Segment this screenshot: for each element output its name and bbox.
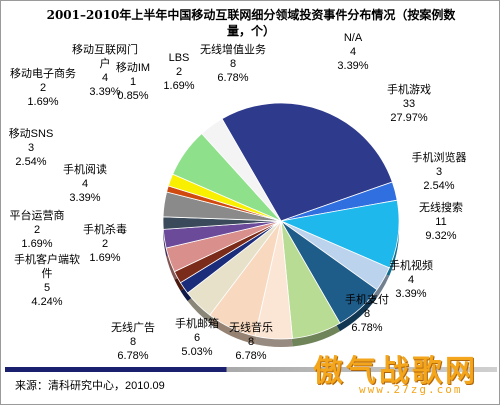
- slice-label-line: 户: [100, 56, 111, 70]
- slice-label-line: 0.85%: [117, 90, 148, 102]
- slice-label-line: N/A: [344, 32, 363, 44]
- slice-label: 手机视频 4 3.39%: [389, 258, 433, 300]
- pie-chart: 手机游戏 33 27.97% 手机浏览器 3 2.54% 无线搜索 11 9.32% 手机视频 4 3…: [9, 32, 467, 362]
- slice-label-line: 移动SNS: [9, 127, 54, 140]
- slice-label-line: 2.54%: [423, 180, 454, 192]
- slice-label-line: 6.78%: [351, 322, 382, 334]
- slice-label-line: 4: [102, 72, 108, 84]
- slice-label-line: 3.39%: [89, 86, 120, 98]
- slice-label-line: 3.39%: [69, 192, 100, 204]
- slice-label-line: 手机杀毒: [83, 222, 127, 236]
- slice-label-line: 4.24%: [31, 296, 62, 308]
- slice-label-line: 1.69%: [21, 238, 52, 250]
- slice-label-line: 移动电子商务: [10, 66, 76, 80]
- slice-label: 手机阅读 4 3.39%: [63, 162, 107, 204]
- slice-label-line: 平台运营商: [10, 208, 65, 222]
- slice-label: N/A 4 3.39%: [337, 32, 368, 72]
- source-note: 来源：清科研究中心，2010.09: [15, 380, 165, 392]
- slice-label-line: 8: [230, 58, 236, 70]
- slice-label-line: 手机客户端软: [14, 252, 80, 266]
- watermark-text: 傲气战歌网: [313, 354, 478, 389]
- slice-label: 平台运营商 2 1.69%: [10, 208, 65, 250]
- slice-label-line: 11: [435, 216, 446, 228]
- slice-label-line: 6: [194, 332, 200, 344]
- pie-slice: [201, 118, 282, 222]
- slice-label-line: 4: [350, 46, 356, 58]
- slice-label-line: 5.03%: [181, 346, 212, 358]
- slice-label-line: 手机阅读: [63, 162, 107, 176]
- slice-label-line: 2: [40, 82, 46, 94]
- slice-label-line: 手机浏览器: [412, 150, 467, 164]
- slice-labels: 手机游戏 33 27.97% 手机浏览器 3 2.54% 无线搜索 11 9.32% 手机视频 4 3…: [9, 32, 467, 362]
- slice-label-line: 1.69%: [163, 80, 194, 92]
- slice-label-line: 4: [408, 274, 414, 286]
- slice-label-line: 6.78%: [117, 350, 148, 362]
- slice-label: LBS 2 1.69%: [163, 52, 194, 92]
- slice-label: 手机邮箱 6 5.03%: [175, 316, 219, 358]
- slice-label: 无线音乐 8 6.78%: [229, 320, 273, 362]
- slice-label-line: 6.78%: [217, 72, 248, 84]
- slice-label-line: 3.39%: [337, 60, 368, 72]
- slice-label-line: 1.69%: [27, 96, 58, 108]
- slice-label-line: 手机游戏: [387, 82, 431, 96]
- slice-label-line: 2.54%: [15, 156, 46, 168]
- watermark-logo: 傲气战歌网 www.27zg.com: [313, 346, 493, 401]
- slice-label-line: 3.39%: [395, 288, 426, 300]
- slice-label-line: 1.69%: [89, 252, 120, 264]
- slice-label: 无线搜索 11 9.32%: [419, 200, 463, 242]
- slice-label: 移动SNS 3 2.54%: [9, 127, 54, 168]
- slice-label: 无线增值业务 8 6.78%: [200, 42, 266, 84]
- slice-label: 无线广告 8 6.78%: [111, 320, 155, 362]
- slice-label-line: 无线增值业务: [200, 42, 266, 56]
- slice-label-line: 8: [364, 308, 370, 320]
- slice-label-line: 1: [130, 76, 136, 88]
- slice-label-line: 手机视频: [389, 258, 433, 272]
- slice-label-line: 27.97%: [390, 112, 428, 124]
- slice-label-line: 移动互联网门: [72, 42, 138, 56]
- chart-title: 2001–2010年上半年中国移动互联网细分领域投资事件分布情况（按案例数量，个…: [46, 8, 456, 38]
- slice-label: 手机浏览器 3 2.54%: [412, 150, 467, 192]
- slice-label-line: 33: [403, 98, 415, 110]
- slice-label-line: 件: [42, 267, 53, 280]
- slice-label-line: 4: [82, 178, 88, 190]
- slice-label-line: 移动IM: [116, 61, 150, 74]
- slice-label-line: 9.32%: [425, 230, 456, 242]
- slice-label-line: 2: [176, 66, 182, 78]
- watermark-url: www.27zg.com: [359, 383, 463, 396]
- slice-label-line: LBS: [169, 52, 190, 64]
- slice-label: 移动IM 1 0.85%: [116, 61, 150, 102]
- slice-label-line: 8: [248, 336, 254, 348]
- slice-label-line: 无线搜索: [419, 200, 463, 214]
- slice-label-line: 6.78%: [235, 350, 266, 362]
- slice-label-line: 3: [436, 166, 442, 178]
- slice-label: 手机游戏 33 27.97%: [387, 82, 431, 124]
- pie-slices: [162, 102, 400, 348]
- slice-label-line: 3: [28, 142, 34, 154]
- slice-label: 手机杀毒 2 1.69%: [83, 222, 127, 264]
- slice-label-line: 无线广告: [111, 320, 155, 334]
- footer-bar: [5, 367, 497, 372]
- slice-label-line: 2: [102, 238, 108, 250]
- slice-label-line: 8: [130, 336, 136, 348]
- slice-label-line: 无线音乐: [229, 320, 273, 334]
- slice-label-line: 手机邮箱: [175, 316, 219, 330]
- slice-label-line: 5: [44, 282, 50, 294]
- pie-slice: [221, 102, 393, 222]
- slice-label-line: 手机支付: [345, 292, 389, 306]
- slice-label: 移动电子商务 2 1.69%: [10, 66, 76, 108]
- slice-label-line: 2: [34, 224, 40, 236]
- slice-label: 手机支付 8 6.78%: [345, 292, 389, 334]
